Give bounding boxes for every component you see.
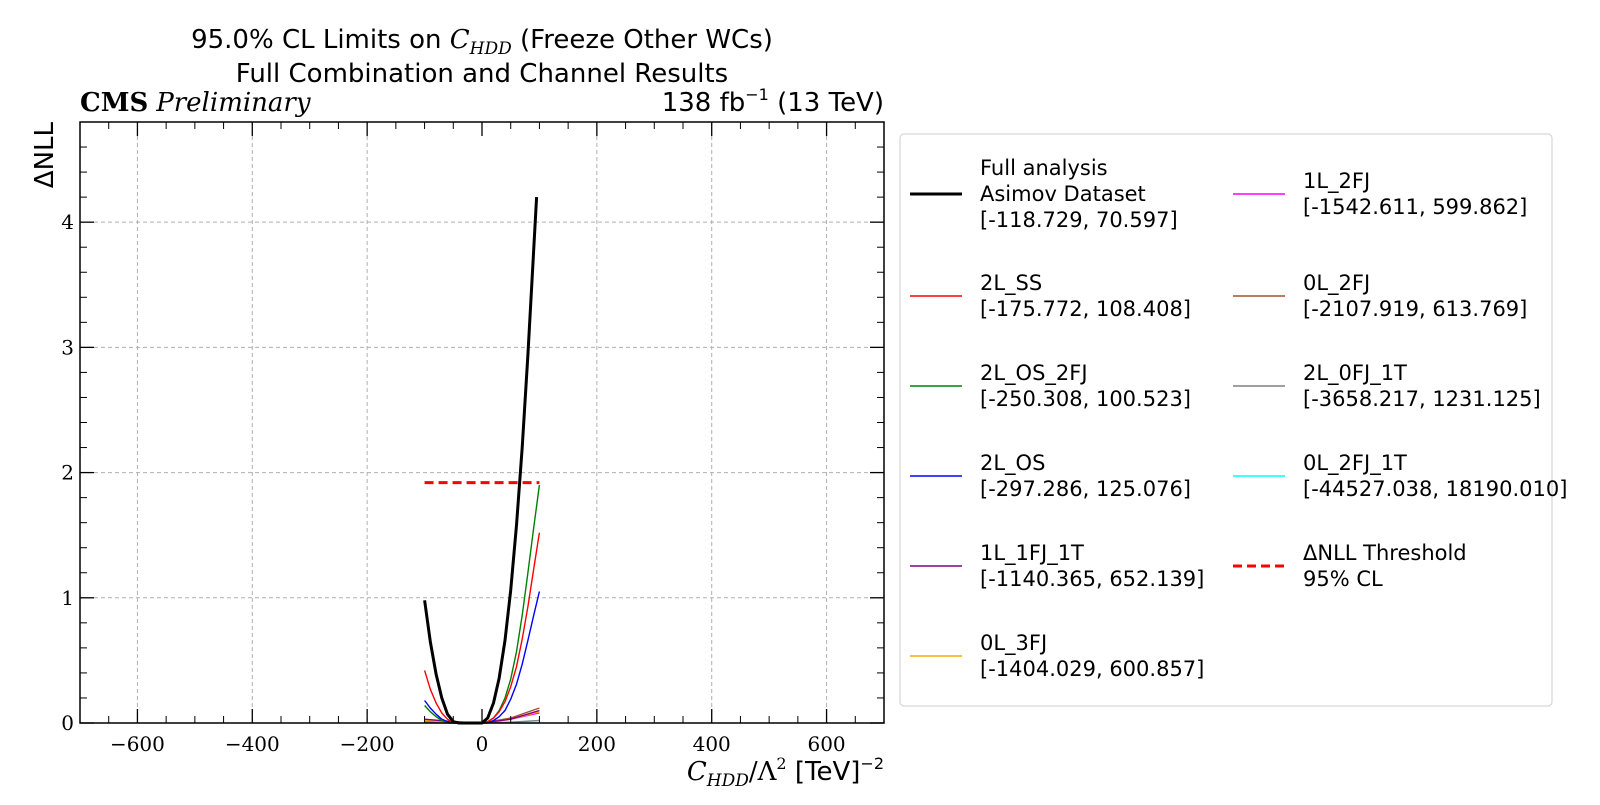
legend-label: 1L_1FJ_1T [-1140.365, 652.139]: [980, 541, 1204, 591]
legend-label: 2L_OS_2FJ [-250.308, 100.523]: [980, 361, 1191, 411]
legend-entry-0l-2fj-1t: 0L_2FJ_1T [-44527.038, 18190.010]: [1233, 451, 1567, 501]
y-tick-label: 3: [61, 335, 74, 359]
x-tick-label: −200: [340, 732, 395, 756]
grid: [80, 122, 884, 723]
lumi-label: 138 fb−1 (13 TeV): [662, 85, 884, 118]
legend-entry-0l-2fj: 0L_2FJ [-2107.919, 613.769]: [1233, 271, 1527, 321]
chart-title-line1: 95.0% CL Limits on CHDD (Freeze Other WC…: [191, 25, 773, 59]
y-tick-label: 1: [61, 586, 74, 610]
x-tick-label: −400: [225, 732, 280, 756]
x-tick-label: 0: [476, 732, 489, 756]
series-line-full-analysis: [423, 197, 539, 725]
y-tick-label: 2: [61, 461, 74, 485]
y-axis-label: ΔNLL: [30, 121, 60, 188]
legend-label: 0L_2FJ [-2107.919, 613.769]: [1303, 271, 1527, 321]
legend-entry-2l-os-2fj: 2L_OS_2FJ [-250.308, 100.523]: [910, 361, 1191, 411]
legend-entry-2l-ss: 2L_SS [-175.772, 108.408]: [910, 271, 1191, 321]
x-axis-label: CHDD/Λ2 [TeV]−2: [687, 754, 884, 791]
legend-entry-1l-1fj-1t: 1L_1FJ_1T [-1140.365, 652.139]: [910, 541, 1204, 591]
legend: Full analysis Asimov Dataset [-118.729, 70…: [910, 156, 1567, 681]
legend-label: 0L_2FJ_1T [-44527.038, 18190.010]: [1303, 451, 1567, 501]
legend-label: 2L_SS [-175.772, 108.408]: [980, 271, 1191, 321]
plot-frame: [79, 121, 885, 724]
legend-entry-full-analysis: Full analysis Asimov Dataset [-118.729, 70…: [910, 156, 1178, 232]
x-tick-label: −600: [110, 732, 165, 756]
legend-entry-0l-3fj: 0L_3FJ [-1404.029, 600.857]: [910, 631, 1204, 681]
legend-label: 1L_2FJ [-1542.611, 599.862]: [1303, 169, 1527, 219]
ticks: −600 −400 −200 0 200 400 600 0 1 2 3 4: [61, 122, 884, 756]
legend-label: Full analysis Asimov Dataset [-118.729, 70…: [980, 156, 1178, 232]
cms-label: CMS Preliminary: [80, 88, 311, 118]
legend-label: 2L_0FJ_1T [-3658.217, 1231.125]: [1303, 361, 1541, 411]
chart-title-line2: Full Combination and Channel Results: [236, 59, 728, 89]
x-tick-label: 400: [693, 732, 731, 756]
legend-entry-nll-threshold: ΔNLL Threshold 95% CL: [1233, 541, 1467, 591]
x-tick-label: 200: [578, 732, 616, 756]
y-tick-label: 0: [61, 711, 74, 735]
series-layer: [423, 197, 541, 725]
x-tick-label: 600: [807, 732, 845, 756]
legend-entry-2l-os: 2L_OS [-297.286, 125.076]: [910, 451, 1191, 501]
legend-label: 0L_3FJ [-1404.029, 600.857]: [980, 631, 1204, 681]
legend-entry-2l-0fj-1t: 2L_0FJ_1T [-3658.217, 1231.125]: [1233, 361, 1541, 411]
legend-entry-1l-2fj: 1L_2FJ [-1542.611, 599.862]: [1233, 169, 1527, 219]
y-tick-label: 4: [61, 210, 74, 234]
legend-box: [899, 133, 1553, 707]
series-line-2l-os-2fj: [424, 485, 541, 724]
legend-label: 2L_OS [-297.286, 125.076]: [980, 451, 1191, 501]
legend-label: ΔNLL Threshold 95% CL: [1303, 541, 1467, 591]
